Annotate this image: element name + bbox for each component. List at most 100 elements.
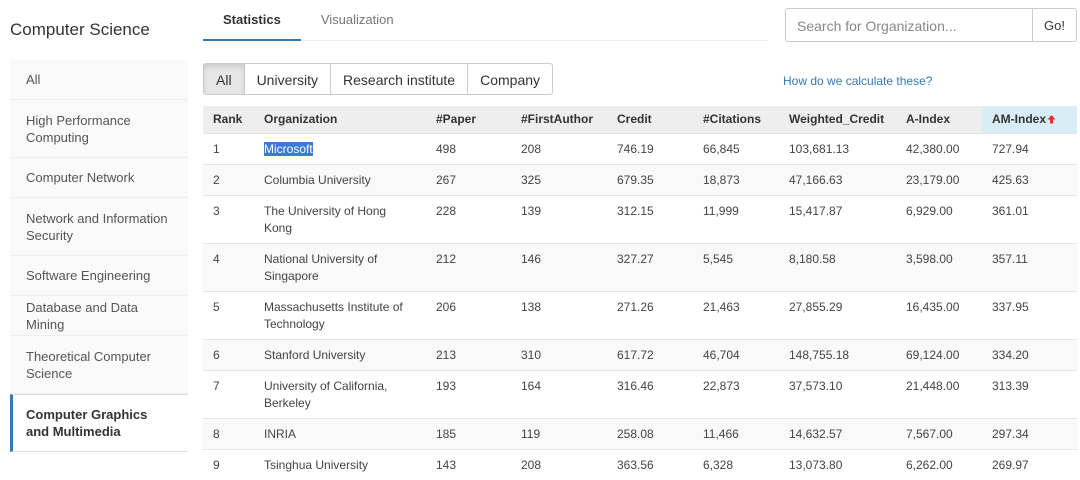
column-label: #Paper [436, 112, 477, 127]
column-header[interactable]: Rank [203, 106, 254, 133]
cell-text: 13,073.80 [789, 457, 843, 472]
table-row: 8 INRIA 185 119 258.08 11,466 14,632.57 7,567.0… [203, 417, 1077, 449]
cell-text: 164 [521, 378, 542, 393]
cell-text: 337.95 [992, 299, 1029, 314]
cell-text: 27,855.29 [789, 299, 843, 314]
table-cell: 208 [511, 132, 607, 164]
sort-arrow [1047, 115, 1056, 124]
sidebar-item[interactable]: All [10, 60, 188, 100]
table-cell: 312.15 [607, 194, 693, 243]
cell-text: 267 [436, 172, 457, 187]
tab[interactable]: Visualization [320, 12, 394, 27]
cell-text: 208 [521, 141, 542, 156]
column-header[interactable]: Credit [607, 106, 693, 133]
cell-text: 6,262.00 [906, 457, 953, 472]
cell-text: 5,545 [703, 251, 734, 266]
table-cell: 16,435.00 [896, 290, 982, 339]
filter-button[interactable]: Research institute [330, 63, 469, 95]
table-row: 2 Columbia University 267 325 679.35 18,873 47… [203, 163, 1077, 195]
column-header[interactable]: A-Index [896, 106, 982, 133]
sidebar-item[interactable]: Database and Data Mining [10, 296, 188, 336]
table-cell: 6,262.00 [896, 448, 982, 480]
cell-text: 310 [521, 347, 542, 362]
column-header[interactable]: #Citations [693, 106, 779, 133]
cell-text: 212 [436, 251, 457, 266]
column-label: #Citations [703, 112, 762, 127]
table-row: 5 Massachusetts Institute of Technology 20… [203, 290, 1077, 339]
cell-text: 327.27 [617, 251, 654, 266]
table-cell: 18,873 [693, 163, 779, 195]
sidebar-item[interactable]: Software Engineering [10, 256, 188, 296]
table-cell: 8 [203, 417, 254, 449]
table-cell: 5 [203, 290, 254, 339]
filter-button[interactable]: University [243, 63, 332, 95]
cell-text: 312.15 [617, 203, 654, 218]
column-header[interactable]: #FirstAuthor [511, 106, 607, 133]
column-label: #FirstAuthor [521, 112, 593, 127]
cell-text: Tsinghua University [264, 457, 369, 472]
table-cell: 269.97 [982, 448, 1077, 480]
help-link[interactable]: How do we calculate these? [783, 74, 933, 88]
sidebar-item[interactable]: Computer Graphics and Multimedia [10, 394, 188, 452]
table-cell: 66,845 [693, 132, 779, 164]
cell-text: 6,328 [703, 457, 734, 472]
sidebar-item[interactable]: Theoretical Computer Science [10, 336, 188, 394]
search-input[interactable]: Search for Organization... [785, 8, 1033, 42]
cell-text: 139 [521, 203, 542, 218]
cell-text: 66,845 [703, 141, 740, 156]
table-cell: 327.27 [607, 242, 693, 291]
column-label: A-Index [906, 112, 951, 127]
filter-button[interactable]: Company [467, 63, 554, 95]
cell-text: University of California, Berkeley [264, 378, 388, 410]
column-header[interactable]: Organization [254, 106, 426, 133]
table-row: 9 Tsinghua University 143 208 363.56 6,328 13,… [203, 448, 1077, 480]
cell-text: 208 [521, 457, 542, 472]
cell-text: 8 [213, 426, 220, 441]
table-cell: 37,573.10 [779, 369, 896, 418]
column-header[interactable]: AM-Index [982, 106, 1077, 133]
table-cell: Stanford University [254, 338, 426, 370]
cell-text: 148,755.18 [789, 347, 850, 362]
table-cell: 271.26 [607, 290, 693, 339]
column-header[interactable]: #Paper [426, 106, 511, 133]
table-cell: University of California, Berkeley [254, 369, 426, 418]
table-cell: 46,704 [693, 338, 779, 370]
cell-text: 193 [436, 378, 457, 393]
tab[interactable]: Statistics [203, 0, 301, 41]
cell-text: 727.94 [992, 141, 1029, 156]
sidebar-item[interactable]: High Performance Computing [10, 100, 188, 158]
table-cell: 7,567.00 [896, 417, 982, 449]
table-cell: 21,448.00 [896, 369, 982, 418]
search-button[interactable]: Go! [1032, 8, 1077, 42]
table-cell: 325 [511, 163, 607, 195]
column-label: Organization [264, 112, 338, 127]
cell-text: 361.01 [992, 203, 1029, 218]
cell-text: 143 [436, 457, 457, 472]
cell-text: 9 [213, 457, 220, 472]
table-cell: Tsinghua University [254, 448, 426, 480]
cell-text: 15,417.87 [789, 203, 843, 218]
table-cell: 5,545 [693, 242, 779, 291]
table-cell: 3,598.00 [896, 242, 982, 291]
table-cell: 9 [203, 448, 254, 480]
page: Computer Science All High Performance Com… [10, 0, 1077, 480]
table-cell: 22,873 [693, 369, 779, 418]
table-cell: 1 [203, 132, 254, 164]
cell-text: The University of Hong Kong [264, 203, 387, 235]
table-cell: 27,855.29 [779, 290, 896, 339]
table-cell: 148,755.18 [779, 338, 896, 370]
column-header[interactable]: Weighted_Credit [779, 106, 896, 133]
cell-text: 269.97 [992, 457, 1029, 472]
table-cell: 143 [426, 448, 511, 480]
table-cell: 6,929.00 [896, 194, 982, 243]
sidebar-item[interactable]: Network and Information Security [10, 198, 188, 256]
table-cell: 3 [203, 194, 254, 243]
table-cell: 11,999 [693, 194, 779, 243]
filter-button[interactable]: All [203, 63, 245, 95]
sidebar-item[interactable]: Computer Network [10, 158, 188, 198]
cell-text: 617.72 [617, 347, 654, 362]
cell-text: 185 [436, 426, 457, 441]
cell-text: 425.63 [992, 172, 1029, 187]
cell-text: 357.11 [992, 251, 1028, 266]
cell-text: 206 [436, 299, 457, 314]
